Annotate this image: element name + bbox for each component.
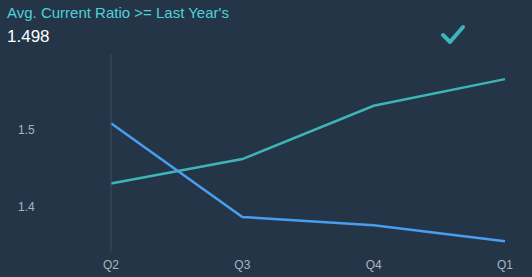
- svg-text:Q1: Q1: [497, 258, 513, 272]
- svg-text:Q2: Q2: [103, 258, 119, 272]
- html-text:Avg. Current Ratio >= Last Yea: Avg. Current Ratio >= Last Year's: [7, 4, 229, 21]
- svg-text:Q4: Q4: [366, 258, 382, 272]
- svg-text:1.4: 1.4: [18, 200, 35, 214]
- svg-text:Q3: Q3: [234, 258, 250, 272]
- svg-text:1.5: 1.5: [18, 123, 35, 137]
- html-text:1.498: 1.498: [7, 27, 50, 46]
